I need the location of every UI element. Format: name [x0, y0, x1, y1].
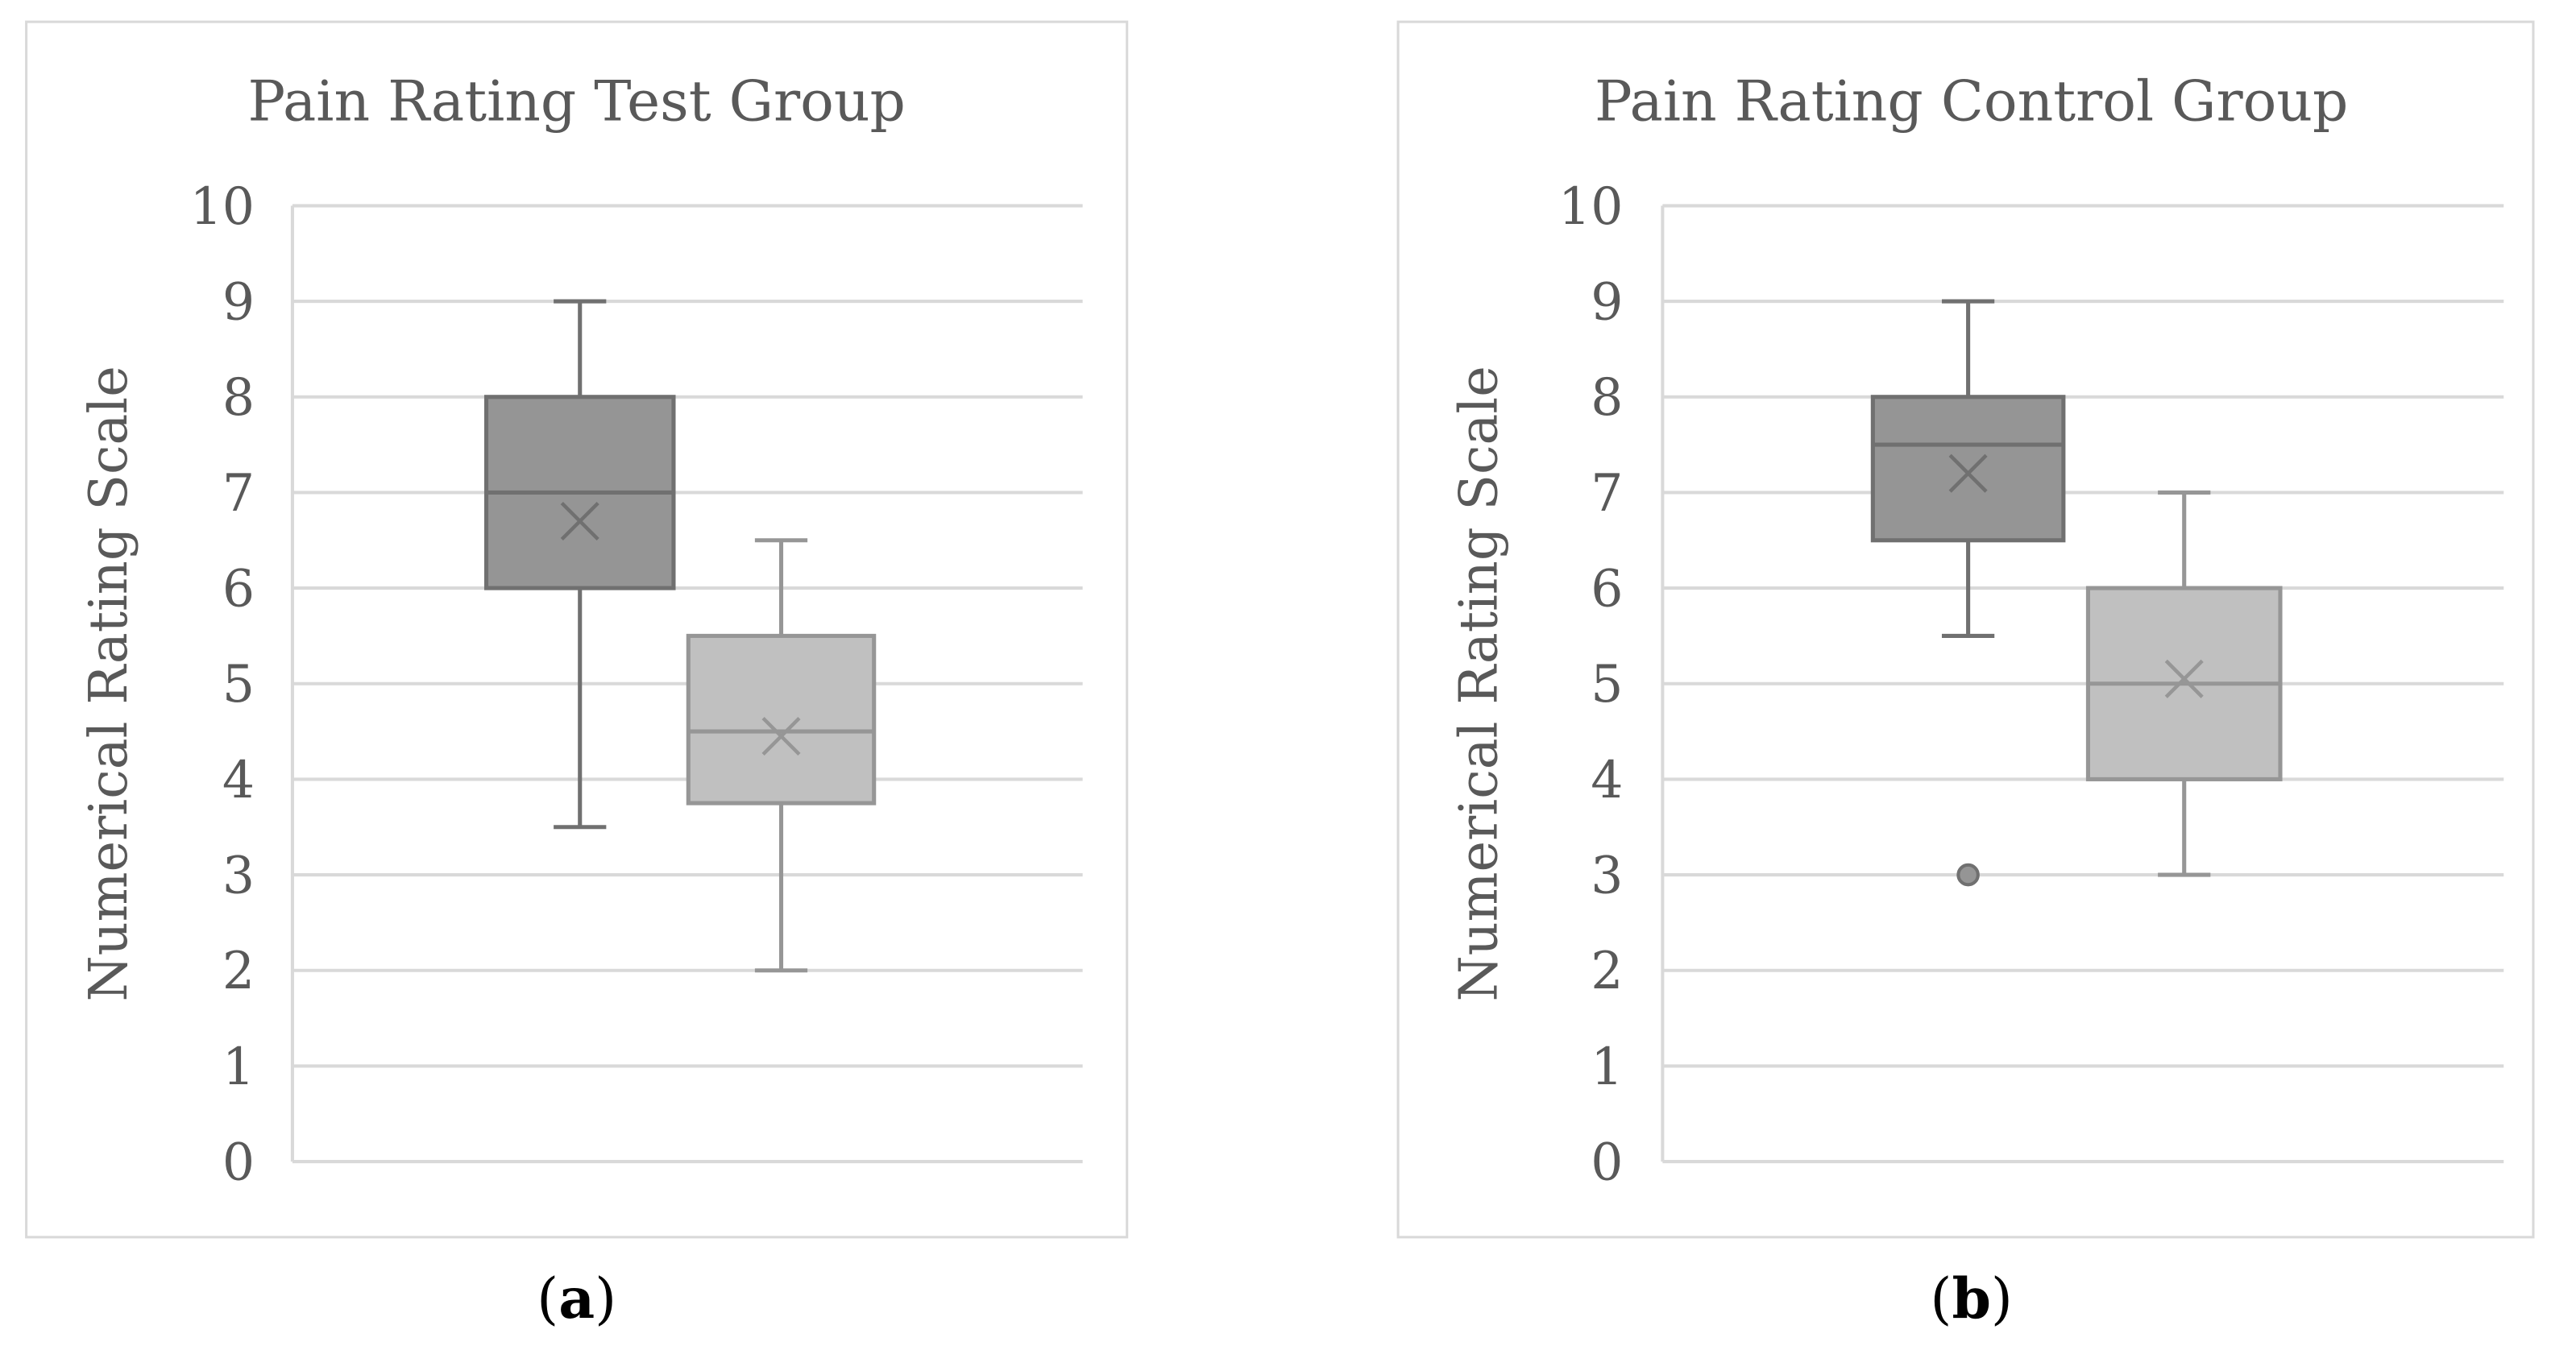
- y-tick-label: 2: [1591, 941, 1623, 1000]
- box: [1870, 395, 2066, 543]
- chart-border: [1396, 20, 2535, 1239]
- chart-title: Pain Rating Test Group: [247, 69, 905, 134]
- y-tick-label: 2: [222, 941, 255, 1000]
- box-plot: [1870, 299, 2066, 887]
- y-axis-label: Numerical Rating Scale: [1448, 366, 1509, 1001]
- y-tick-label: 7: [1591, 463, 1623, 523]
- y-tick-label: 8: [222, 367, 255, 427]
- box-plot: [2085, 490, 2283, 877]
- y-tick-label: 1: [222, 1037, 255, 1096]
- box-plot: [483, 299, 676, 830]
- y-tick-label: 4: [222, 750, 255, 810]
- y-tick-label: 8: [1591, 367, 1623, 427]
- outlier-point: [1956, 863, 1980, 887]
- y-tick-label: 0: [1591, 1133, 1623, 1192]
- caption-letter: b: [1952, 1266, 1990, 1332]
- caption: (a): [537, 1266, 616, 1332]
- box-plot: [686, 538, 877, 973]
- mean-marker: [1948, 453, 1988, 493]
- y-tick-label: 6: [222, 559, 255, 619]
- chart-title: Pain Rating Control Group: [1595, 69, 2348, 134]
- mean-marker: [761, 717, 801, 756]
- y-axis-label: Numerical Rating Scale: [78, 366, 139, 1001]
- box: [686, 633, 877, 806]
- y-tick-label: 5: [1591, 654, 1623, 714]
- chart-panel-b: Pain Rating Control Group Numerical Rati…: [1396, 20, 2535, 1332]
- mean-marker: [560, 502, 599, 541]
- y-tick-label: 4: [1591, 750, 1623, 810]
- y-tick-label: 0: [222, 1133, 255, 1192]
- y-tick-label: 1: [1591, 1037, 1623, 1096]
- y-tick-label: 9: [222, 272, 255, 332]
- y-tick-label: 6: [1591, 559, 1623, 619]
- caption: (b): [1930, 1266, 2013, 1332]
- plot-area: 0 1 2 3 4 5 6 7 8 9 10: [1558, 176, 2504, 1192]
- mean-marker: [2164, 659, 2204, 698]
- chart-panel-a: Pain Rating Test Group Numerical Rating …: [25, 20, 1129, 1332]
- y-tick-label: 10: [190, 176, 255, 236]
- y-tick-label: 5: [222, 654, 255, 714]
- y-tick-label: 7: [222, 463, 255, 523]
- chart-border: [25, 20, 1129, 1239]
- caption-letter: a: [558, 1266, 595, 1332]
- y-tick-label: 3: [222, 846, 255, 905]
- y-tick-label: 9: [1591, 272, 1623, 332]
- plot-area: 0 1 2 3 4 5 6 7 8 9 10: [190, 176, 1083, 1192]
- y-tick-label: 3: [1591, 846, 1623, 905]
- y-tick-label: 10: [1558, 176, 1623, 236]
